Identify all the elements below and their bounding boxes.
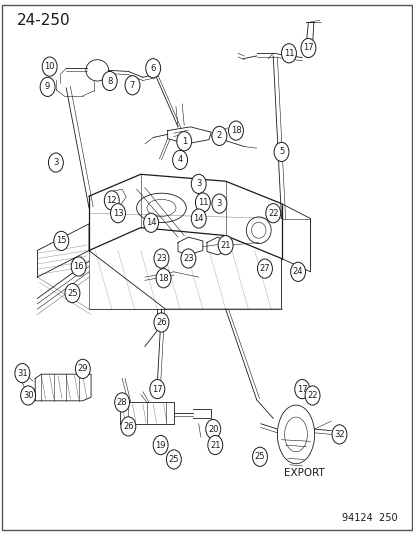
Text: 25: 25	[67, 289, 78, 297]
Text: 15: 15	[56, 237, 66, 245]
Text: 22: 22	[267, 209, 278, 217]
Text: EXPORT: EXPORT	[283, 469, 323, 478]
Circle shape	[156, 269, 171, 288]
Text: 1: 1	[181, 137, 186, 146]
Circle shape	[195, 193, 210, 212]
Text: 19: 19	[155, 441, 166, 449]
Circle shape	[150, 379, 164, 399]
Text: 24-250: 24-250	[17, 13, 70, 28]
Text: 10: 10	[44, 62, 55, 71]
Circle shape	[191, 174, 206, 193]
Text: 26: 26	[156, 318, 166, 327]
Circle shape	[290, 262, 305, 281]
Circle shape	[125, 76, 140, 95]
Circle shape	[180, 249, 195, 268]
Circle shape	[154, 249, 169, 268]
Circle shape	[40, 77, 55, 96]
Text: 3: 3	[196, 180, 201, 188]
Text: 16: 16	[73, 262, 84, 271]
Circle shape	[153, 435, 168, 455]
Text: 24: 24	[292, 268, 303, 276]
Text: 25: 25	[168, 455, 179, 464]
Text: 21: 21	[209, 441, 220, 449]
Circle shape	[48, 153, 63, 172]
Text: 11: 11	[283, 49, 294, 58]
Circle shape	[252, 447, 267, 466]
Circle shape	[110, 204, 125, 223]
Text: 17: 17	[152, 385, 162, 393]
Circle shape	[54, 231, 69, 251]
Text: 2: 2	[216, 132, 221, 140]
Text: 18: 18	[230, 126, 241, 135]
Text: 29: 29	[77, 365, 88, 373]
Circle shape	[281, 44, 296, 63]
Text: 7: 7	[130, 81, 135, 90]
Text: 25: 25	[254, 453, 265, 461]
Text: 17: 17	[302, 44, 313, 52]
Circle shape	[265, 204, 280, 223]
Text: 27: 27	[259, 264, 270, 273]
Text: 23: 23	[156, 254, 166, 263]
Circle shape	[300, 38, 315, 58]
Circle shape	[211, 126, 226, 146]
Circle shape	[71, 257, 86, 276]
Circle shape	[15, 364, 30, 383]
Text: 21: 21	[220, 241, 230, 249]
Circle shape	[228, 121, 243, 140]
Text: 31: 31	[17, 369, 28, 377]
Text: 13: 13	[112, 209, 123, 217]
Circle shape	[205, 419, 220, 439]
Text: 14: 14	[145, 219, 156, 227]
Circle shape	[121, 417, 135, 436]
Circle shape	[172, 150, 187, 169]
Circle shape	[191, 209, 206, 228]
Circle shape	[166, 450, 181, 469]
Text: 26: 26	[123, 422, 133, 431]
Circle shape	[211, 194, 226, 213]
Circle shape	[304, 386, 319, 405]
Circle shape	[75, 359, 90, 378]
Text: 30: 30	[23, 391, 33, 400]
Circle shape	[176, 132, 191, 151]
Circle shape	[294, 379, 309, 399]
Circle shape	[154, 313, 169, 332]
Text: 28: 28	[116, 398, 127, 407]
Text: 3: 3	[53, 158, 58, 167]
Circle shape	[65, 284, 80, 303]
Text: 3: 3	[216, 199, 221, 208]
Text: 94124  250: 94124 250	[341, 513, 396, 523]
Text: 32: 32	[333, 430, 344, 439]
Circle shape	[114, 393, 129, 412]
Text: 11: 11	[197, 198, 208, 207]
Text: 18: 18	[158, 274, 169, 282]
Text: 4: 4	[177, 156, 182, 164]
Text: 6: 6	[150, 64, 155, 72]
Text: 9: 9	[45, 83, 50, 91]
Text: 23: 23	[183, 254, 193, 263]
Text: 17: 17	[296, 385, 307, 393]
Circle shape	[218, 236, 233, 255]
Circle shape	[145, 59, 160, 78]
Text: 8: 8	[107, 77, 112, 85]
Circle shape	[257, 259, 272, 278]
Text: 22: 22	[306, 391, 317, 400]
Circle shape	[143, 213, 158, 232]
Text: 12: 12	[106, 196, 117, 205]
Circle shape	[331, 425, 346, 444]
Circle shape	[21, 386, 36, 405]
Circle shape	[104, 191, 119, 210]
Circle shape	[42, 57, 57, 76]
Circle shape	[102, 71, 117, 91]
Text: 20: 20	[207, 425, 218, 433]
Circle shape	[273, 142, 288, 161]
Text: 5: 5	[278, 148, 283, 156]
Circle shape	[207, 435, 222, 455]
Text: 14: 14	[193, 214, 204, 223]
